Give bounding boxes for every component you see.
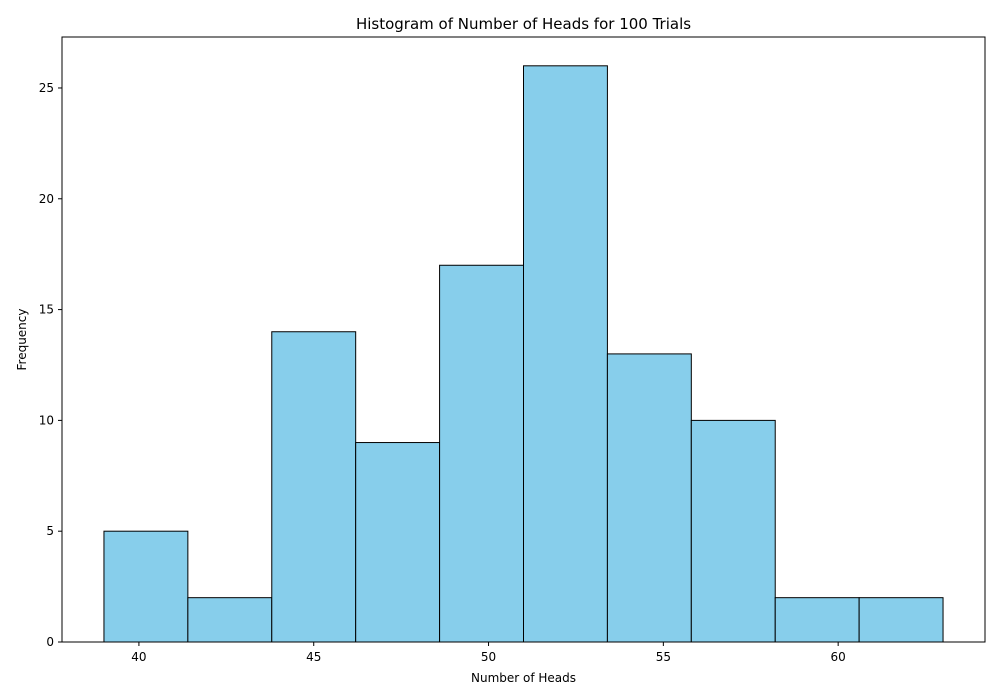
histogram-bar xyxy=(690,419,776,643)
y-tick-label: 15 xyxy=(39,303,54,317)
y-axis-ticks: 0 5 10 15 20 25 xyxy=(39,81,62,649)
histogram-bar xyxy=(271,331,357,643)
y-tick-label: 10 xyxy=(39,413,54,427)
histogram-bar xyxy=(187,597,273,643)
x-tick-label: 55 xyxy=(656,650,671,664)
x-tick-label: 45 xyxy=(306,650,321,664)
x-tick-label: 60 xyxy=(831,650,846,664)
histogram-bar xyxy=(606,353,692,643)
bars-group xyxy=(103,65,944,643)
histogram-bar xyxy=(103,530,189,643)
plot-frame xyxy=(61,36,986,643)
histogram-bar xyxy=(774,597,860,643)
y-tick-label: 0 xyxy=(46,635,54,649)
histogram-bar xyxy=(858,597,944,643)
chart-title: Histogram of Number of Heads for 100 Tri… xyxy=(356,15,691,33)
y-tick-label: 25 xyxy=(39,81,54,95)
histogram-bar xyxy=(355,442,441,643)
x-tick-label: 50 xyxy=(481,650,496,664)
y-axis-title: Frequency xyxy=(15,309,29,371)
x-axis-ticks: 40 45 50 55 60 xyxy=(131,642,846,664)
x-tick-label: 40 xyxy=(131,650,146,664)
x-axis-title: Number of Heads xyxy=(471,671,576,685)
y-tick-label: 5 xyxy=(46,524,54,538)
histogram-bar xyxy=(439,264,524,643)
y-tick-label: 20 xyxy=(39,192,54,206)
histogram-bar xyxy=(523,65,608,643)
